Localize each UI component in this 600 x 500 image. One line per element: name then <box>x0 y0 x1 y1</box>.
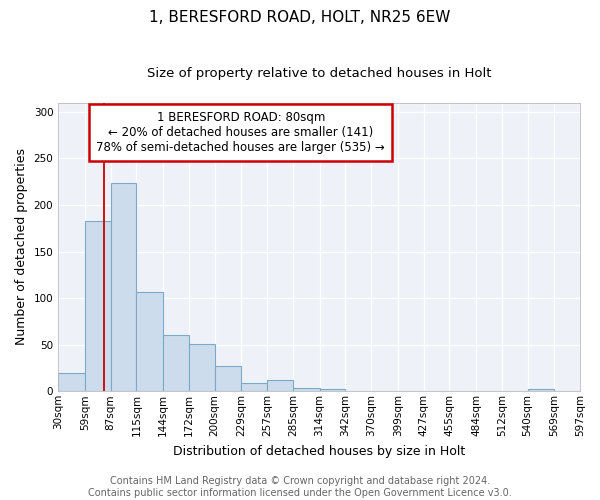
Text: 1 BERESFORD ROAD: 80sqm
← 20% of detached houses are smaller (141)
78% of semi-d: 1 BERESFORD ROAD: 80sqm ← 20% of detache… <box>97 111 385 154</box>
Bar <box>293 388 320 392</box>
Bar <box>58 372 85 392</box>
Title: Size of property relative to detached houses in Holt: Size of property relative to detached ho… <box>147 68 491 80</box>
Bar <box>189 344 215 392</box>
Bar <box>320 390 346 392</box>
Bar <box>215 366 241 392</box>
Bar <box>85 221 110 392</box>
Bar <box>241 383 267 392</box>
Text: Contains HM Land Registry data © Crown copyright and database right 2024.
Contai: Contains HM Land Registry data © Crown c… <box>88 476 512 498</box>
Bar <box>163 336 189 392</box>
Text: 1, BERESFORD ROAD, HOLT, NR25 6EW: 1, BERESFORD ROAD, HOLT, NR25 6EW <box>149 10 451 25</box>
Bar <box>527 390 554 392</box>
Bar <box>110 182 136 392</box>
X-axis label: Distribution of detached houses by size in Holt: Distribution of detached houses by size … <box>173 444 465 458</box>
Y-axis label: Number of detached properties: Number of detached properties <box>15 148 28 346</box>
Bar <box>267 380 293 392</box>
Bar <box>136 292 163 392</box>
